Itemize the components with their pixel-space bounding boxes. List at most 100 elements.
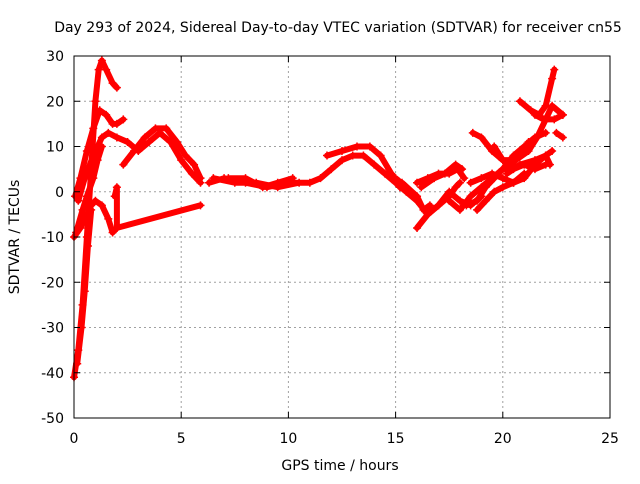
- data-point: [391, 174, 400, 183]
- data-point: [338, 147, 346, 156]
- data-point: [515, 97, 524, 106]
- data-point: [97, 142, 106, 151]
- data-point: [177, 156, 186, 165]
- data-point: [419, 205, 428, 214]
- data-point: [376, 151, 385, 160]
- data-point: [545, 160, 554, 169]
- data-point: [370, 160, 379, 169]
- series-track: [532, 111, 566, 123]
- data-point: [425, 201, 434, 210]
- x-tick-label: 0: [70, 431, 79, 447]
- data-point: [119, 160, 128, 169]
- data-point: [498, 156, 507, 165]
- data-point: [295, 178, 304, 187]
- data-point: [526, 106, 535, 115]
- data-point: [548, 147, 557, 156]
- data-point: [552, 128, 561, 137]
- data-point: [205, 178, 214, 187]
- data-point: [509, 178, 518, 187]
- series-track: [75, 129, 204, 204]
- data-point: [104, 214, 113, 223]
- data-point: [112, 223, 121, 232]
- data-point: [558, 110, 567, 119]
- data-point: [466, 192, 475, 201]
- series-track: [474, 170, 528, 213]
- data-point: [353, 142, 362, 151]
- data-point: [348, 151, 357, 160]
- data-point: [430, 174, 439, 183]
- data-point: [305, 178, 314, 187]
- data-point: [72, 228, 81, 237]
- data-point: [91, 97, 100, 106]
- series-arc-12: [322, 142, 404, 192]
- y-tick-label: -40: [41, 366, 64, 382]
- data-point: [130, 147, 139, 156]
- data-point: [440, 169, 449, 178]
- data-point: [387, 169, 396, 178]
- data-layer: [70, 56, 567, 382]
- data-point: [477, 174, 486, 183]
- series-arc-14: [398, 178, 434, 214]
- data-point: [417, 183, 426, 192]
- data-point: [112, 119, 121, 128]
- data-point: [97, 133, 106, 142]
- data-point: [87, 205, 96, 214]
- data-point: [490, 142, 499, 151]
- data-point: [97, 56, 106, 65]
- data-point: [145, 137, 154, 146]
- series-arc-11: [224, 174, 297, 192]
- data-point: [498, 174, 507, 183]
- data-point: [327, 165, 336, 174]
- data-point: [541, 128, 550, 137]
- data-point: [89, 174, 98, 183]
- data-point: [473, 196, 482, 205]
- x-tick-label: 15: [387, 431, 405, 447]
- data-point: [466, 178, 475, 187]
- y-tick-label: 30: [46, 49, 64, 65]
- data-point: [359, 151, 368, 160]
- data-point: [498, 165, 507, 174]
- data-point: [413, 192, 422, 201]
- series-track: [111, 184, 204, 231]
- x-axis-label: GPS time / hours: [281, 458, 398, 474]
- data-point: [108, 79, 117, 88]
- data-point: [196, 174, 205, 183]
- data-point: [108, 228, 117, 237]
- x-tick-label: 10: [279, 431, 297, 447]
- series-arc-2: [71, 106, 128, 201]
- data-point: [434, 201, 443, 210]
- series-track: [399, 179, 433, 213]
- data-point: [558, 133, 567, 142]
- data-point: [481, 183, 490, 192]
- y-tick-label: -20: [41, 275, 64, 291]
- series-arc-6: [119, 124, 205, 183]
- series-arc-27: [503, 151, 554, 178]
- y-tick-label: 0: [55, 185, 64, 201]
- data-point: [73, 359, 82, 368]
- data-point: [511, 156, 520, 165]
- data-point: [451, 183, 460, 192]
- data-point: [524, 147, 533, 156]
- data-point: [224, 174, 233, 183]
- y-tick-label: -10: [41, 230, 64, 246]
- data-point: [112, 83, 121, 92]
- data-point: [95, 106, 104, 115]
- x-tick-label: 25: [601, 431, 619, 447]
- data-point: [80, 287, 89, 296]
- data-point: [172, 137, 181, 146]
- data-point: [413, 178, 422, 187]
- tick-layer: 0 5 10 15 20 25 -50 -40 -30 -20 -10 0 10 20 30: [41, 49, 619, 447]
- data-point: [365, 142, 374, 151]
- data-point: [83, 242, 92, 251]
- data-point: [498, 183, 507, 192]
- data-point: [102, 65, 111, 74]
- data-point: [398, 178, 407, 187]
- data-point: [123, 137, 132, 146]
- data-point: [187, 169, 196, 178]
- series-arc-25: [530, 110, 567, 124]
- data-point: [550, 65, 559, 74]
- data-point: [455, 178, 464, 187]
- x-tick-label: 20: [494, 431, 512, 447]
- data-point: [151, 124, 160, 133]
